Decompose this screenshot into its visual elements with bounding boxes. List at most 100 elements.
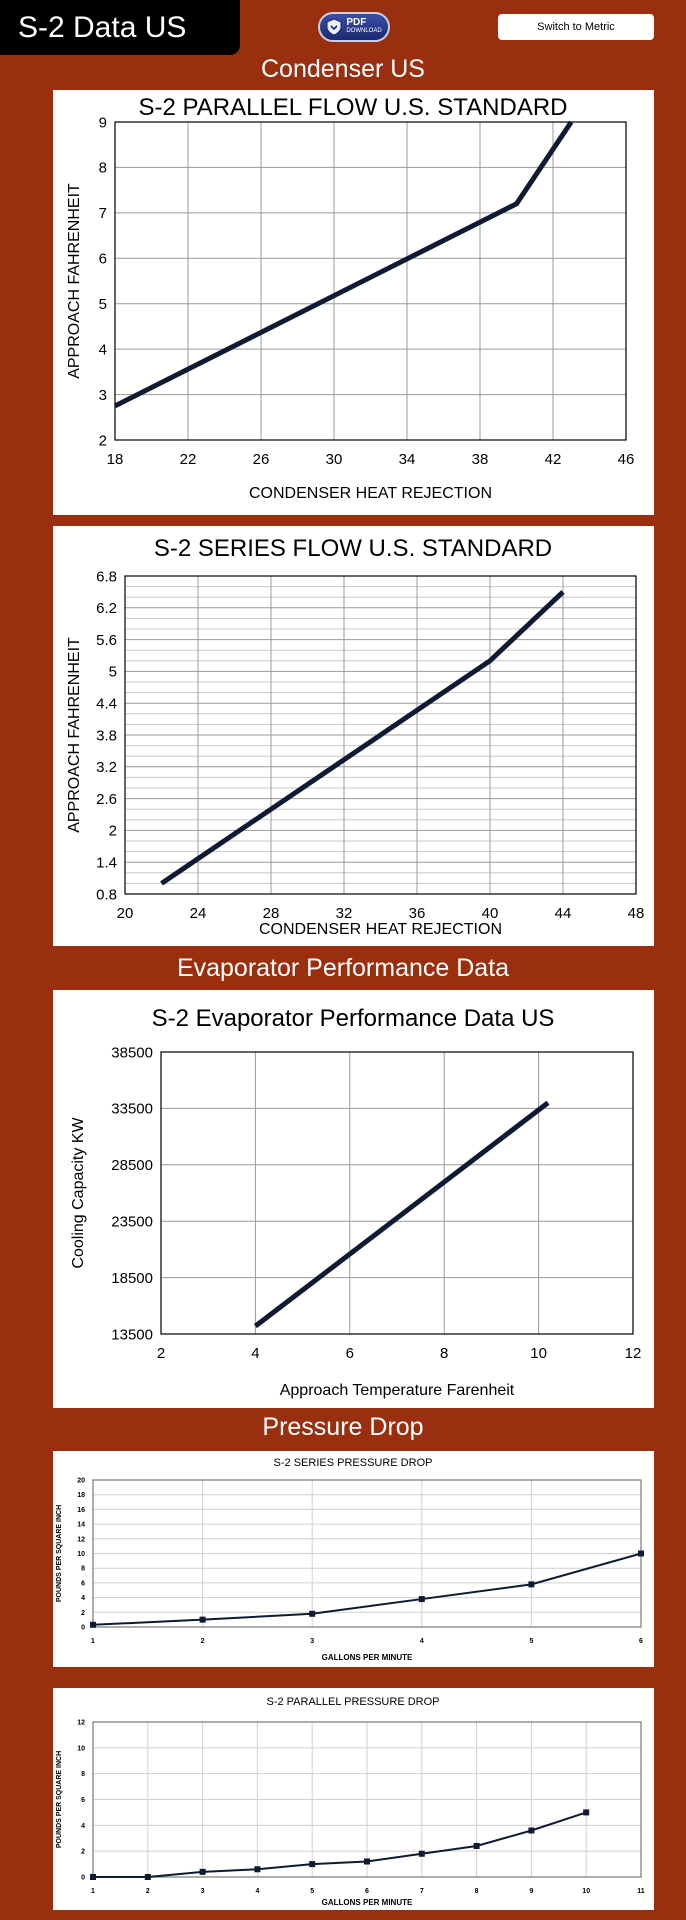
chart-title: S-2 PARALLEL PRESSURE DROP: [266, 1696, 439, 1708]
y-tick-label: 18500: [111, 1270, 153, 1287]
y-tick-label: 23500: [111, 1213, 153, 1230]
y-tick-label: 18: [77, 1492, 85, 1499]
pdf-label: PDF: [346, 17, 367, 28]
data-point: [199, 1616, 206, 1623]
x-tick-label: 30: [326, 451, 343, 468]
y-tick-label: 1.4: [96, 854, 117, 871]
page-title-tab: S-2 Data US: [0, 0, 240, 55]
y-tick-label: 12: [77, 1719, 85, 1726]
section-title-pressure: Pressure Drop: [262, 1413, 424, 1441]
data-point: [309, 1610, 316, 1617]
x-tick-label: 42: [545, 451, 562, 468]
series-line: [93, 1811, 587, 1878]
y-tick-label: 2.6: [96, 791, 117, 808]
y-tick-label: 8: [81, 1566, 85, 1573]
y-tick-label: 2: [109, 823, 117, 840]
x-tick-label: 28: [263, 905, 280, 922]
y-tick-label: 4.4: [96, 695, 117, 712]
data-point: [418, 1850, 425, 1857]
y-tick-label: 38500: [111, 1044, 153, 1061]
chart-panel-series-pressure: S-2 SERIES PRESSURE DROP 0 2 4 6 8 10 12 14 16 18 2…: [53, 1451, 654, 1667]
shield-icon: [326, 18, 342, 36]
data-point: [638, 1550, 644, 1557]
section-title-evaporator: Evaporator Performance Data: [176, 954, 510, 982]
y-tick-label: 5: [99, 296, 107, 313]
series-line: [92, 1552, 642, 1626]
pdf-download-button[interactable]: PDF DOWNLOAD: [318, 12, 390, 42]
x-tick-label: 22: [180, 451, 197, 468]
chart-series-pressure: S-2 SERIES PRESSURE DROP0246810121416182…: [56, 1457, 644, 1662]
data-point: [199, 1868, 206, 1875]
y-tick-label: 0.8: [96, 886, 117, 903]
pdf-sublabel: DOWNLOAD: [346, 28, 382, 34]
y-tick-label: 3.8: [96, 727, 117, 744]
x-axis-label: GALLONS PER MINUTE: [322, 1898, 413, 1907]
y-tick-label: 4: [81, 1595, 85, 1602]
x-tick-label: 46: [618, 451, 635, 468]
data-point: [583, 1809, 590, 1816]
chart-title: S-2 Evaporator Performance Data US: [152, 1005, 555, 1032]
x-tick-label: 5: [529, 1638, 533, 1645]
x-tick-label: 4: [255, 1888, 259, 1895]
chart-panel-parallel-flow: S-2 PARALLEL FLOW U.S. STANDARD 2 3 4 5 6 7 8 9 1…: [53, 90, 654, 515]
plot-area-border: [92, 1721, 642, 1878]
series-line: [113, 120, 574, 409]
data-point: [309, 1861, 316, 1868]
y-axis-label: Cooling Capacity KW: [70, 1117, 87, 1269]
y-tick-label: 2: [81, 1849, 85, 1856]
y-tick-label: 7: [99, 205, 107, 222]
switch-to-metric-button[interactable]: Switch to Metric: [498, 14, 654, 40]
x-tick-label: 2: [157, 1345, 165, 1362]
x-tick-label: 32: [336, 905, 353, 922]
y-tick-label: 8: [81, 1771, 85, 1778]
y-tick-label: 13500: [111, 1326, 153, 1343]
x-tick-label: 4: [420, 1638, 424, 1645]
y-tick-label: 3: [99, 387, 107, 404]
y-tick-label: 6: [81, 1797, 85, 1804]
y-tick-label: 10: [77, 1745, 85, 1752]
data-point: [473, 1843, 480, 1849]
y-tick-label: 5: [109, 664, 117, 681]
y-tick-label: 4: [99, 341, 107, 358]
y-tick-label: 6.2: [96, 600, 117, 617]
x-tick-label: 4: [251, 1345, 259, 1362]
x-tick-label: 2: [201, 1638, 205, 1645]
data-point: [90, 1621, 96, 1628]
y-axis-label: POUNDS PER SQUARE INCH: [56, 1751, 63, 1848]
x-tick-label: 6: [346, 1345, 354, 1362]
x-axis-label: CONDENSER HEAT REJECTION: [249, 485, 492, 502]
data-point: [528, 1827, 535, 1834]
y-tick-label: 2: [81, 1610, 85, 1617]
plot-area-border: [160, 1051, 634, 1335]
series-line: [160, 590, 565, 886]
chart-title: S-2 SERIES FLOW U.S. STANDARD: [154, 535, 552, 562]
page-title: S-2 Data US: [18, 10, 187, 44]
chart-series-flow: S-2 SERIES FLOW U.S. STANDARD 0.8 1.4 2 2.6 3…: [66, 535, 644, 938]
chart-title: S-2 SERIES PRESSURE DROP: [274, 1457, 433, 1469]
y-tick-label: 28500: [111, 1157, 153, 1174]
y-tick-label: 10: [77, 1551, 85, 1558]
x-tick-label: 8: [475, 1888, 479, 1895]
x-tick-label: 24: [190, 905, 207, 922]
y-tick-label: 4: [81, 1823, 85, 1830]
y-tick-label: 2: [99, 432, 107, 449]
y-tick-label: 16: [77, 1507, 85, 1514]
y-tick-label: 12: [77, 1536, 85, 1543]
data-point: [90, 1874, 96, 1880]
y-tick-label: 8: [99, 160, 107, 177]
x-tick-label: 1: [91, 1888, 95, 1895]
x-axis-label: CONDENSER HEAT REJECTION: [259, 921, 502, 938]
x-tick-label: 20: [117, 905, 134, 922]
plot-area-border: [114, 121, 627, 441]
y-axis-label: APPROACH FAHRENHEIT: [66, 183, 83, 379]
x-tick-label: 6: [639, 1638, 643, 1645]
x-tick-label: 9: [529, 1888, 533, 1895]
x-tick-label: 6: [365, 1888, 369, 1895]
x-axis-label: Approach Temperature Farenheit: [280, 1382, 515, 1399]
x-tick-label: 40: [482, 905, 499, 922]
series-line: [253, 1100, 550, 1329]
x-tick-label: 8: [440, 1345, 448, 1362]
data-point: [144, 1874, 151, 1880]
chart-panel-evaporator: S-2 Evaporator Performance Data US 13500 1…: [53, 990, 654, 1408]
y-tick-label: 6: [99, 251, 107, 268]
